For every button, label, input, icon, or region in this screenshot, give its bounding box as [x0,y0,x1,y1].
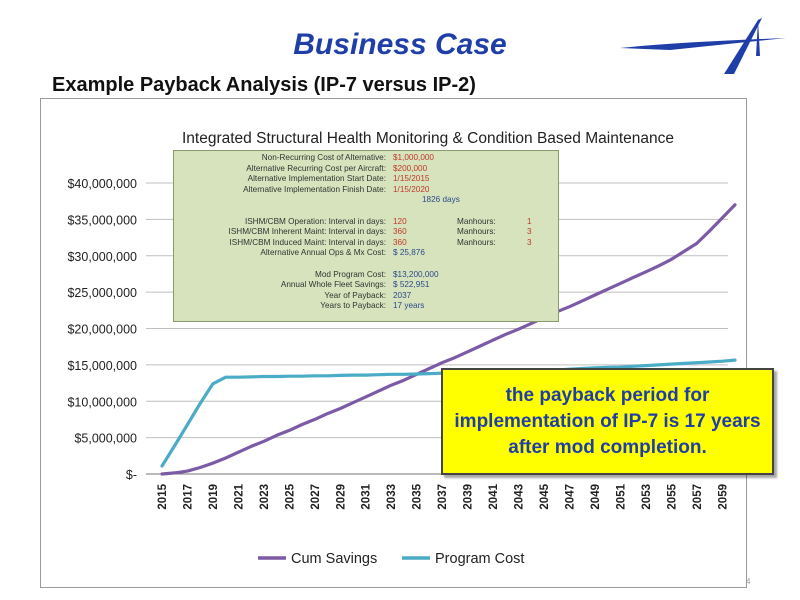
assumption-value: $ 25,876 [393,248,425,258]
assumption-row: ISHM/CBM Inherent Maint: Interval in day… [174,227,558,237]
assumption-label: Alternative Recurring Cost per Aircraft: [246,163,386,173]
manhours-label: Manhours: [457,227,496,237]
assumption-row: Alternative Annual Ops & Mx Cost: $ 25,87… [174,248,558,258]
assumption-value: 360 [393,237,407,247]
x-tick-label: 2019 [208,484,220,510]
assumption-row: Mod Program Cost: $13,200,000 [174,270,558,280]
assumption-row [174,259,558,269]
assumption-row: Annual Whole Fleet Savings: $ 522,951 [174,280,558,290]
assumption-value: $13,200,000 [393,269,439,279]
page-number: 4 [746,577,751,586]
x-tick-label: 2031 [361,483,373,509]
assumption-value: 120 [393,216,407,226]
payback-callout: the payback period for implementation of… [441,368,774,475]
assumption-row: Alternative Recurring Cost per Aircraft:… [174,164,558,174]
x-tick-label: 2017 [182,484,194,510]
assumption-label: Non-Recurring Cost of Alternative: [261,153,386,162]
assumption-row: 1826 days [174,195,558,205]
assumption-row: Year of Payback: 2037 [174,291,558,301]
slide-subtitle: Example Payback Analysis (IP-7 versus IP… [52,74,476,96]
x-tick-label: 2049 [590,484,602,510]
assumption-label: Alternative Annual Ops & Mx Cost: [260,248,386,258]
x-tick-label: 2053 [641,484,653,510]
assumption-label: Annual Whole Fleet Savings: [280,280,386,290]
assumption-label: ISHM/CBM Operation: Interval in days: [244,216,386,226]
y-tick-label: $40,000,000 [67,177,137,191]
assumptions-panel: Non-Recurring Cost of Alternative: $1,000… [173,150,559,322]
y-tick-label: $- [126,468,137,482]
assumption-label: ISHM/CBM Inherent Maint: Interval in day… [228,227,386,237]
assumption-row: Years to Payback: 17 years [174,301,558,311]
x-tick-label: 2023 [259,484,271,510]
assumption-label: Year of Payback: [324,290,386,300]
x-tick-label: 2059 [717,484,729,510]
assumption-value: $ 522,951 [393,280,430,290]
assumption-value: 17 years [393,301,425,311]
y-tick-label: $10,000,000 [67,395,137,409]
manhours-label: Manhours: [457,237,496,247]
x-tick-label: 2041 [488,483,500,509]
assumption-value: $1,000,000 [393,153,434,162]
assumption-label: Alternative Implementation Finish Date: [243,184,386,194]
chart-title: Integrated Structural Health Monitoring … [182,130,674,147]
legend-label: Cum Savings [291,551,377,567]
slide-title: Business Case [293,28,507,61]
y-tick-label: $15,000,000 [67,359,137,373]
assumption-value: 1826 days [422,195,460,205]
assumption-value: 1/15/2020 [393,184,430,194]
y-tick-label: $25,000,000 [67,286,137,300]
assumption-value: 360 [393,227,407,237]
y-tick-label: $5,000,000 [74,432,137,446]
x-tick-label: 2051 [615,483,627,509]
x-tick-label: 2035 [412,483,424,509]
x-tick-label: 2047 [564,484,576,510]
x-tick-label: 2045 [539,483,551,509]
manhours-value: 1 [527,216,532,226]
manhours-label: Manhours: [457,216,496,226]
assumption-row: Non-Recurring Cost of Alternative: $1,000… [174,153,558,163]
x-tick-label: 2025 [284,483,296,509]
x-tick-label: 2055 [666,483,678,509]
x-tick-label: 2021 [233,483,245,509]
assumption-row [174,206,558,216]
assumption-value: 2037 [393,290,412,300]
y-tick-label: $30,000,000 [67,250,137,264]
x-tick-label: 2027 [310,484,322,510]
assumption-label: Alternative Implementation Start Date: [247,174,386,184]
x-tick-label: 2057 [692,484,704,510]
legend-label: Program Cost [435,551,524,567]
assumption-label: Years to Payback: [320,301,386,311]
manhours-value: 3 [527,227,532,237]
x-tick-label: 2043 [514,484,526,510]
assumption-label: Mod Program Cost: [315,269,386,279]
assumption-row: ISHM/CBM Operation: Interval in days: 120… [174,217,558,227]
assumption-label: ISHM/CBM Induced Maint: Interval in days… [229,237,386,247]
x-tick-label: 2037 [437,484,449,510]
assumption-value: 1/15/2015 [393,174,430,184]
assumption-value: $200,000 [393,163,428,173]
x-tick-label: 2039 [463,484,475,510]
assumption-row: ISHM/CBM Induced Maint: Interval in days… [174,238,558,248]
assumption-row: Alternative Implementation Finish Date: 1… [174,185,558,195]
y-tick-label: $35,000,000 [67,213,137,227]
manhours-value: 3 [527,237,532,247]
x-tick-label: 2015 [157,483,169,509]
x-tick-label: 2029 [335,484,347,510]
series-line-cum-savings [160,203,737,476]
lockheed-star-logo [620,18,786,74]
assumption-row: Alternative Implementation Start Date: 1/… [174,174,558,184]
y-tick-label: $20,000,000 [67,323,137,337]
x-tick-label: 2033 [386,484,398,510]
